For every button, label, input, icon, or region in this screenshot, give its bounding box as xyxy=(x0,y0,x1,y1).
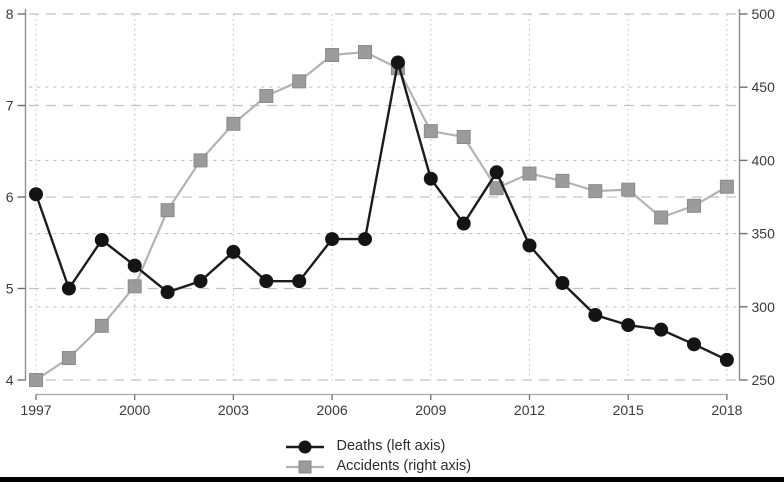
right-axis-tick-label: 350 xyxy=(752,226,776,242)
x-axis-tick-label: 2015 xyxy=(613,402,644,418)
accidents-data-point xyxy=(193,153,208,168)
deaths-data-point xyxy=(555,276,570,291)
right-axis-tick-label: 300 xyxy=(752,299,776,315)
deaths-data-point xyxy=(358,232,372,247)
deaths-data-point xyxy=(489,165,504,180)
right-axis-tick-label: 450 xyxy=(752,79,776,95)
deaths-data-point xyxy=(160,285,175,300)
dual-axis-line-chart: 8 7 6 5 4 500 450 400 350 300 250 1997 2000 2003 2006 2… xyxy=(6,6,776,418)
left-axis-tick-label: 5 xyxy=(6,281,14,297)
deaths-data-point xyxy=(127,258,142,273)
accidents-data-point xyxy=(687,198,701,213)
x-axis-tick-label: 2009 xyxy=(415,402,446,418)
deaths-data-point xyxy=(423,171,438,186)
accidents-data-point xyxy=(94,318,109,333)
left-axis-tick-label: 6 xyxy=(6,189,14,205)
deaths-data-point xyxy=(29,187,43,202)
accidents-data-point xyxy=(423,124,438,139)
accidents-data-point xyxy=(226,116,241,131)
accidents-data-point xyxy=(29,373,43,387)
accidents-data-point xyxy=(522,166,537,181)
right-axis-tick-label: 500 xyxy=(752,6,776,22)
deaths-circle-marker-icon xyxy=(285,440,324,453)
left-axis-tick-label: 4 xyxy=(6,372,14,388)
right-axis-tick-label: 400 xyxy=(752,152,776,168)
deaths-data-point xyxy=(226,244,241,259)
deaths-data-point xyxy=(719,352,734,367)
accidents-data-point xyxy=(456,129,471,144)
accidents-data-point xyxy=(61,351,76,366)
deaths-line xyxy=(34,62,728,361)
legend-item-accidents: Accidents (right axis) xyxy=(285,457,500,476)
accidents-data-point xyxy=(127,279,142,294)
accidents-data-point xyxy=(358,45,372,60)
deaths-data-point xyxy=(292,274,307,289)
x-axis-tick-label: 2012 xyxy=(514,402,545,418)
x-axis-tick-label: 2006 xyxy=(317,402,348,418)
left-axis-tick-label: 8 xyxy=(6,6,14,22)
legend-label-deaths: Deaths (left axis) xyxy=(336,438,446,454)
deaths-data-point xyxy=(259,274,274,289)
deaths-data-point xyxy=(654,322,669,337)
deaths-data-point xyxy=(456,216,471,231)
left-axis-tick-label: 7 xyxy=(6,98,14,114)
accidents-data-point xyxy=(621,182,636,197)
deaths-data-point xyxy=(61,281,76,296)
page-bottom-border xyxy=(0,477,784,482)
deaths-data-point xyxy=(94,233,109,248)
deaths-data-point xyxy=(621,318,636,333)
deaths-data-point xyxy=(522,238,537,253)
right-axis-tick-label: 250 xyxy=(752,372,776,388)
x-axis-tick-label: 2003 xyxy=(218,402,249,418)
deaths-data-point xyxy=(390,55,405,70)
accidents-data-point xyxy=(292,74,307,89)
deaths-data-point xyxy=(193,274,208,289)
x-axis-tick-label: 2000 xyxy=(119,402,150,418)
legend-item-deaths: Deaths (left axis) xyxy=(285,437,500,456)
accidents-data-point xyxy=(259,88,274,103)
accidents-data-point xyxy=(325,47,340,62)
legend-label-accidents: Accidents (right axis) xyxy=(336,458,472,474)
accidents-square-marker-icon xyxy=(285,460,324,473)
accidents-line xyxy=(35,50,728,381)
x-axis-tick-label: 1997 xyxy=(20,402,51,418)
accidents-data-point xyxy=(555,173,570,188)
accidents-data-point xyxy=(160,203,175,218)
deaths-data-point xyxy=(687,337,701,352)
accidents-data-point xyxy=(654,210,669,225)
accidents-data-point xyxy=(588,184,603,199)
chart-legend: Deaths (left axis) Accidents (right axis… xyxy=(0,437,784,476)
x-axis-tick-label: 2018 xyxy=(711,402,742,418)
deaths-data-point xyxy=(588,308,603,323)
accidents-data-point xyxy=(719,179,734,194)
deaths-data-point xyxy=(325,232,340,247)
